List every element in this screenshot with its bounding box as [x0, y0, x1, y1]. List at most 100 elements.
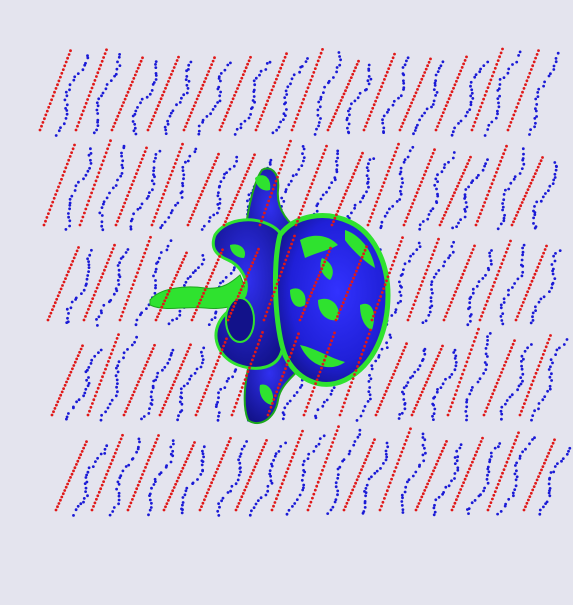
red-point: [221, 454, 225, 457]
red-point: [217, 152, 220, 156]
blue-point: [226, 491, 230, 494]
red-point: [183, 254, 187, 258]
blue-point: [447, 160, 450, 164]
blue-point: [225, 171, 229, 175]
red-point: [553, 438, 556, 442]
blue-point: [498, 442, 502, 445]
blue-point: [116, 364, 120, 368]
blue-point: [180, 507, 183, 511]
red-point: [412, 198, 416, 202]
blue-point: [353, 440, 357, 443]
blue-point: [513, 282, 516, 285]
red-point: [420, 77, 424, 81]
red-point: [279, 66, 283, 70]
blue-point: [363, 500, 367, 503]
blue-point: [398, 280, 401, 284]
red-point: [227, 107, 231, 111]
red-point: [268, 409, 271, 413]
red-point: [372, 208, 376, 212]
red-point: [229, 436, 232, 440]
blue-point: [546, 389, 549, 393]
blue-point: [350, 102, 353, 106]
red-point: [353, 168, 357, 172]
red-point: [303, 308, 306, 312]
red-point: [90, 86, 94, 90]
red-point: [77, 456, 81, 460]
blue-point: [332, 386, 336, 389]
blue-point: [217, 391, 220, 395]
red-point: [90, 191, 93, 195]
red-point: [85, 311, 89, 315]
red-point: [78, 223, 82, 227]
red-point: [210, 481, 214, 485]
red-point: [325, 351, 329, 354]
blue-point: [100, 413, 103, 417]
red-point: [106, 147, 109, 151]
red-point: [145, 146, 148, 150]
red-point: [218, 255, 222, 258]
red-point: [422, 387, 425, 391]
blue-point: [316, 408, 320, 412]
red-point: [456, 76, 460, 80]
red-point: [208, 66, 212, 70]
red-point: [168, 390, 172, 393]
blue-point: [300, 383, 304, 387]
red-point: [367, 332, 371, 336]
red-point: [537, 49, 540, 52]
red-point: [395, 146, 399, 150]
red-point: [378, 88, 382, 92]
red-point: [345, 86, 349, 89]
red-point: [179, 264, 183, 268]
red-point: [471, 248, 475, 251]
red-point: [300, 101, 304, 105]
red-point: [539, 159, 543, 163]
red-point: [429, 475, 432, 479]
blue-point: [468, 392, 472, 396]
blue-point: [201, 118, 205, 122]
blue-point: [459, 443, 463, 446]
blue-point: [316, 113, 320, 117]
red-point: [71, 367, 74, 371]
red-point: [346, 290, 349, 294]
blue-point: [547, 189, 550, 193]
blue-point: [465, 418, 468, 422]
red-point: [398, 128, 402, 132]
red-point: [513, 217, 517, 221]
red-point: [379, 295, 383, 298]
red-point: [41, 121, 45, 124]
red-point: [414, 194, 417, 198]
red-point: [262, 318, 266, 322]
blue-point: [201, 449, 204, 453]
blue-point: [485, 363, 488, 367]
blue-point: [499, 222, 503, 226]
blue-point: [129, 225, 133, 229]
red-point: [109, 352, 113, 356]
red-point: [168, 495, 172, 499]
red-point: [328, 125, 331, 129]
red-point: [112, 344, 116, 348]
blue-point: [165, 248, 169, 252]
red-point: [452, 86, 455, 90]
red-point: [459, 178, 462, 182]
blue-point: [468, 306, 472, 309]
blue-point: [218, 184, 222, 188]
blue-point: [122, 356, 125, 360]
blue-point: [54, 134, 58, 137]
red-point: [148, 455, 152, 459]
red-point: [197, 301, 201, 305]
blue-point: [200, 354, 204, 358]
red-point: [420, 390, 424, 394]
blue-point: [530, 343, 533, 346]
red-point: [352, 172, 356, 176]
blue-point: [486, 355, 489, 358]
blue-point: [490, 120, 494, 124]
red-point: [147, 357, 151, 360]
blue-point: [114, 394, 118, 398]
blue-point: [291, 505, 294, 508]
red-point: [413, 94, 416, 98]
red-point: [503, 254, 507, 258]
red-point: [401, 121, 405, 125]
red-point: [377, 406, 381, 410]
